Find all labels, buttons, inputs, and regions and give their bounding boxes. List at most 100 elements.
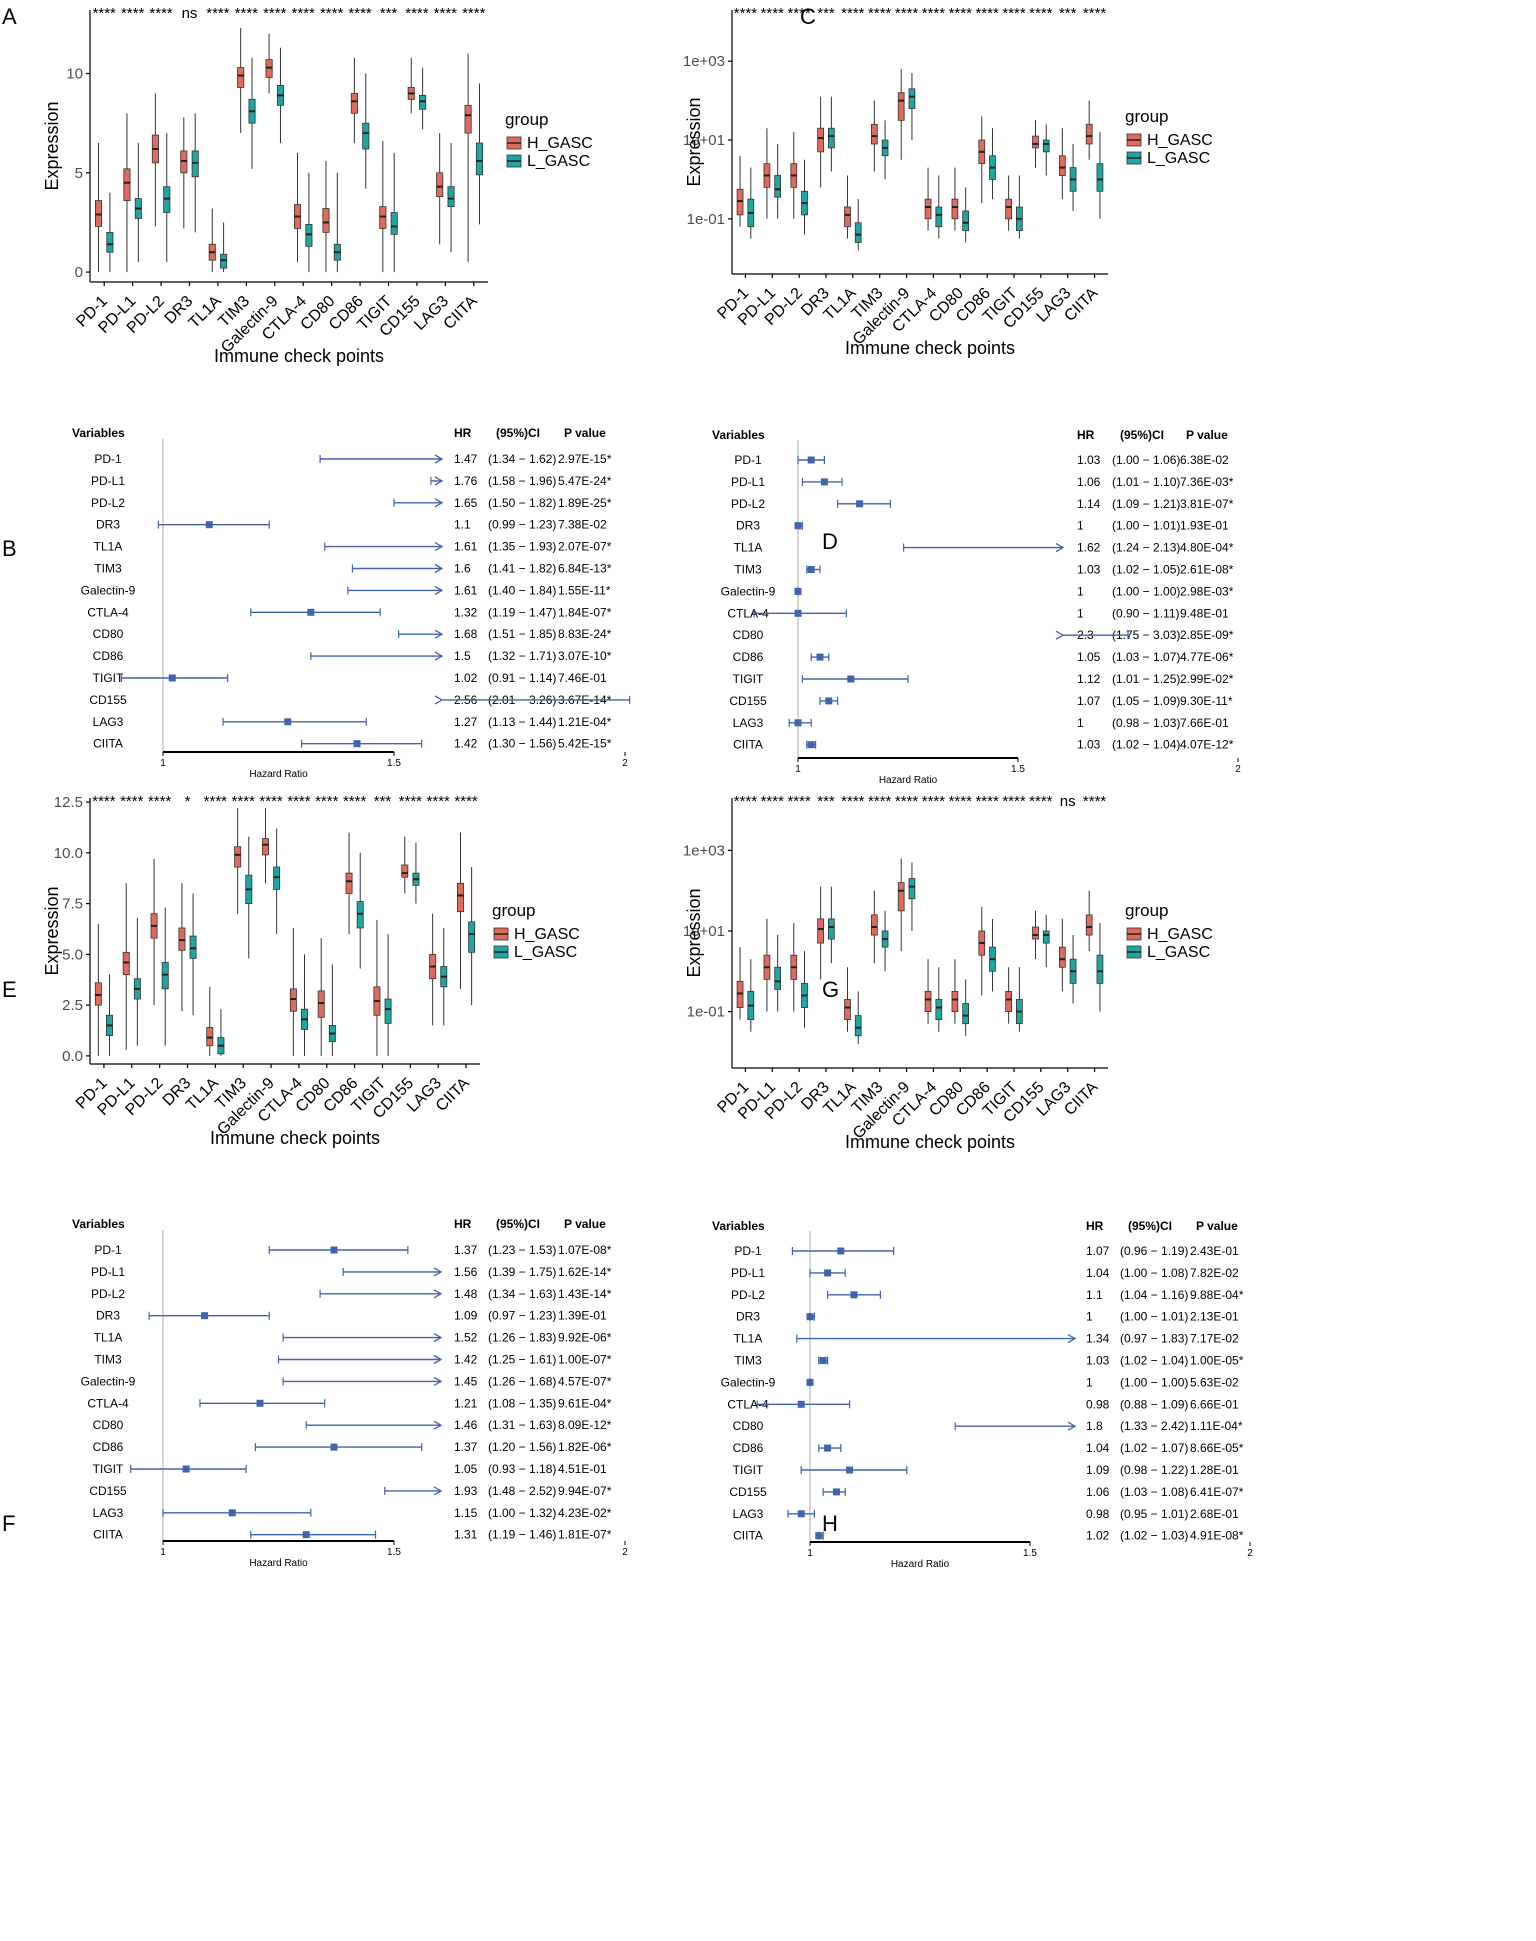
significance-label: ****: [206, 5, 230, 22]
significance-label: ****: [922, 793, 946, 810]
ci-arrow: [434, 542, 444, 552]
significance-label: ****: [462, 5, 486, 22]
row-hr: 1.1: [454, 518, 471, 532]
significance-label: ****: [1029, 793, 1053, 810]
box-iqr: [924, 991, 932, 1012]
hr-tick-label: 1.5: [1023, 1548, 1037, 1559]
box-iqr: [870, 123, 878, 145]
row-label: PD-L2: [91, 496, 125, 510]
header-hr: HR: [454, 426, 472, 440]
row-hr: 1.07: [1077, 694, 1101, 708]
significance-label: ****: [787, 5, 811, 22]
hr-tick-label: 1.5: [387, 758, 401, 769]
row-label: PD-L1: [91, 1265, 125, 1279]
box-iqr: [1005, 991, 1012, 1012]
row-ci: (1.34 − 1.62): [488, 452, 556, 466]
significance-label: ****: [1002, 5, 1026, 22]
hr-tick-label: 1: [160, 758, 166, 769]
significance-label: ****: [1083, 5, 1107, 22]
row-p: 4.77E-06*: [1180, 650, 1234, 664]
row-ci: (1.08 − 1.35): [488, 1396, 556, 1410]
row-ci: (1.00 − 1.06): [1112, 453, 1180, 467]
row-label: CD155: [89, 693, 127, 707]
row-ci: (1.30 − 1.56): [488, 737, 556, 751]
significance-label: ****: [405, 5, 429, 22]
row-ci: (1.48 − 2.52): [488, 1484, 556, 1498]
y-tick-label: 5.0: [62, 946, 83, 963]
row-label: PD-1: [734, 1244, 762, 1258]
hr-point: [806, 1378, 814, 1386]
box-iqr: [817, 918, 824, 944]
row-label: DR3: [96, 518, 120, 532]
row-p: 2.97E-15*: [558, 452, 612, 466]
significance-label: ****: [1002, 793, 1026, 810]
significance-label: ns: [1060, 793, 1076, 810]
hr-axis-label: Hazard Ratio: [249, 769, 308, 780]
box-iqr: [935, 999, 943, 1021]
hr-point: [806, 1313, 814, 1321]
box-iqr: [384, 998, 392, 1024]
significance-label: ****: [427, 793, 451, 810]
significance-label: ****: [320, 5, 344, 22]
row-p: 1.00E-05*: [1190, 1354, 1244, 1368]
row-p: 9.48E-01: [1180, 606, 1229, 620]
box-iqr: [844, 206, 851, 228]
row-ci: (1.00 − 1.00): [1112, 584, 1180, 598]
ci-arrow: [1067, 1334, 1077, 1344]
hr-point: [847, 675, 855, 683]
row-ci: (1.40 − 1.84): [488, 583, 556, 597]
row-hr: 1: [1086, 1310, 1093, 1324]
hr-point: [256, 1399, 264, 1407]
row-p: 9.30E-11*: [1180, 694, 1233, 708]
row-ci: (1.41 − 1.82): [488, 562, 556, 576]
box-iqr: [1058, 155, 1066, 176]
hr-axis-label: Hazard Ratio: [879, 775, 938, 786]
header-variables: Variables: [72, 1217, 125, 1231]
row-ci: (1.02 − 1.05): [1112, 563, 1180, 577]
row-p: 1.28E-01: [1190, 1463, 1239, 1477]
row-hr: 1.65: [454, 496, 478, 510]
row-p: 7.38E-02: [558, 518, 607, 532]
hr-point: [816, 653, 824, 661]
box-iqr: [273, 866, 281, 890]
row-ci: (1.35 − 1.93): [488, 540, 556, 554]
header-hr: HR: [454, 1217, 472, 1231]
row-ci: (1.39 − 1.75): [488, 1265, 556, 1279]
row-hr: 1.37: [454, 1243, 478, 1257]
significance-label: ****: [761, 793, 785, 810]
significance-label: ****: [287, 793, 311, 810]
significance-label: ****: [92, 793, 116, 810]
box-iqr: [774, 966, 782, 990]
ci-arrow: [433, 1267, 443, 1277]
row-label: PD-L1: [731, 475, 765, 489]
header-p: P value: [1196, 1219, 1238, 1233]
row-label: PD-L2: [91, 1287, 125, 1301]
row-label: Galectin-9: [81, 583, 136, 597]
row-ci: (1.00 − 1.32): [488, 1506, 556, 1520]
significance-label: ****: [761, 5, 785, 22]
hr-point: [832, 1488, 840, 1496]
ci-arrow: [434, 651, 444, 661]
y-axis-label: Expression: [42, 101, 62, 190]
hr-point: [205, 521, 213, 529]
row-hr: 1.03: [1077, 563, 1101, 577]
ci-arrow: [434, 629, 444, 639]
legend-item-label: L_GASC: [527, 153, 590, 170]
row-label: PD-1: [734, 453, 762, 467]
box-iqr: [206, 1027, 214, 1047]
box-iqr: [897, 882, 905, 912]
ci-arrow: [433, 1486, 443, 1496]
box-iqr: [362, 122, 370, 150]
ci-arrow: [434, 476, 444, 486]
row-p: 1.00E-07*: [558, 1353, 612, 1367]
y-tick-label: 2.5: [62, 997, 83, 1014]
hr-point: [201, 1312, 209, 1320]
hr-point: [797, 1400, 805, 1408]
y-tick-label: 1e+01: [683, 132, 725, 149]
row-label: CTLA-4: [87, 605, 129, 619]
row-p: 2.61E-08*: [1180, 563, 1234, 577]
row-p: 2.43E-01: [1190, 1244, 1239, 1258]
significance-label: ****: [399, 793, 423, 810]
hr-point: [794, 587, 802, 595]
significance-label: ****: [263, 5, 287, 22]
